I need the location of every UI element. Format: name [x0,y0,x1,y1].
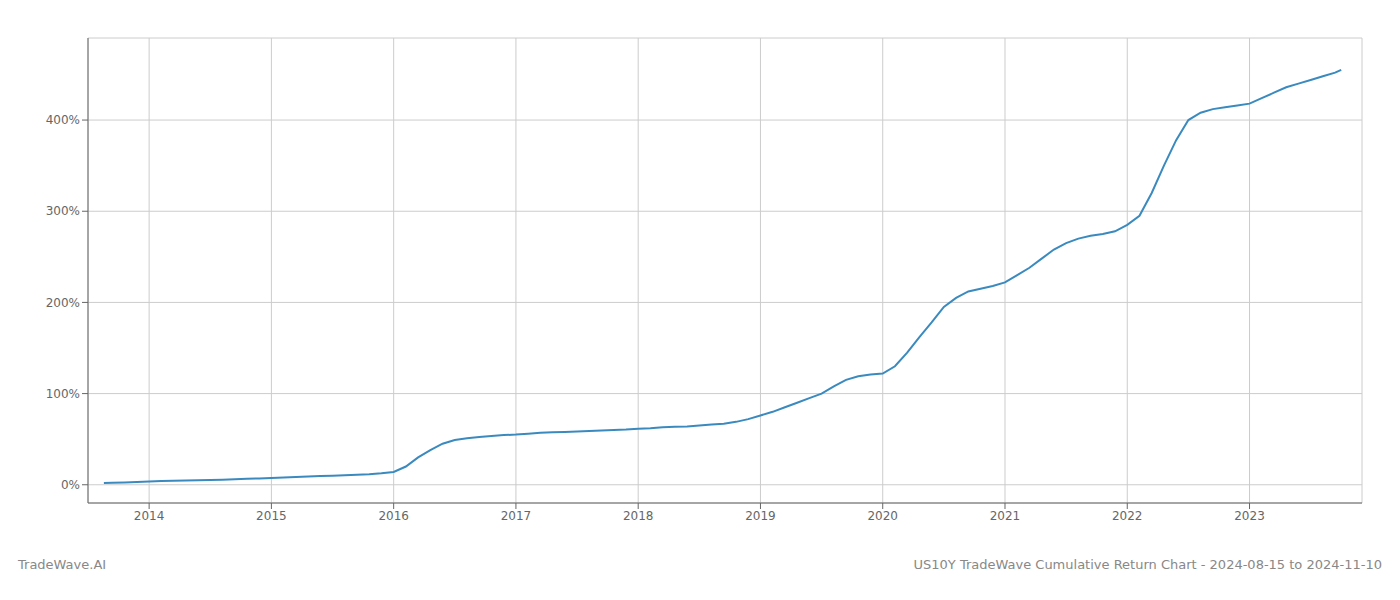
svg-text:2015: 2015 [256,509,287,523]
svg-text:2022: 2022 [1112,509,1143,523]
svg-text:2017: 2017 [501,509,532,523]
svg-text:100%: 100% [46,387,80,401]
html-text:TradeWave.AI: TradeWave.AI [18,557,107,572]
svg-text:2021: 2021 [990,509,1021,523]
svg-text:2019: 2019 [745,509,776,523]
svg-text:300%: 300% [46,204,80,218]
svg-text:2018: 2018 [623,509,654,523]
svg-text:0%: 0% [61,478,80,492]
svg-text:400%: 400% [46,113,80,127]
svg-text:2014: 2014 [134,509,165,523]
html-text:US10Y TradeWave Cumulative Ret: US10Y TradeWave Cumulative Return Chart … [913,557,1382,572]
svg-text:200%: 200% [46,296,80,310]
svg-text:2020: 2020 [867,509,898,523]
svg-text:2016: 2016 [378,509,409,523]
svg-text:2023: 2023 [1234,509,1265,523]
